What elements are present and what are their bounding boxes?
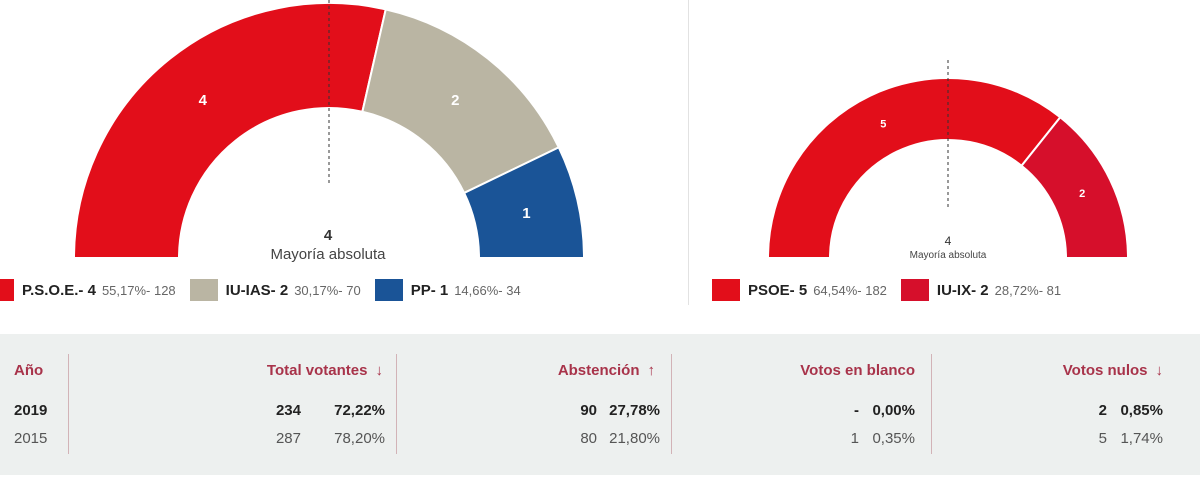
seat-label-1-1: 4 — [199, 92, 208, 109]
header-voters-label: Total votantes — [266, 362, 368, 379]
cell-blank-n: 1 — [850, 430, 859, 447]
legend-item: IU-IAS- 2 30,17%- 70 — [189, 279, 361, 301]
cell-voters-n: 234 — [275, 402, 301, 419]
sort-up-icon[interactable]: ↑ — [647, 362, 656, 379]
legend-chart-2: PSOE- 5 64,54%- 182 IU-IX- 2 28,72%- 81 — [712, 279, 1075, 301]
majority-label-2: Mayoría absoluta — [909, 250, 987, 261]
legend-item: PSOE- 5 64,54%- 182 — [712, 279, 887, 301]
cell-null-p: 1,74% — [1120, 430, 1163, 447]
legend-swatch — [189, 279, 218, 301]
majority-value-1: 4 — [323, 227, 333, 244]
majority-value-2: 4 — [944, 234, 952, 248]
legend-name: PSOE- 5 — [748, 281, 808, 299]
cell-year-2015: 2015 — [14, 430, 48, 447]
cell-abst-p: 21,80% — [609, 430, 660, 447]
results-table: Año 2019 2015 Total votantes ↓ 234 72,22%… — [0, 334, 1200, 475]
legend-chart-1: P.S.O.E.- 4 55,17%- 128 IU-IAS- 2 30,17%… — [0, 279, 535, 301]
cell-blank-n: - — [854, 402, 859, 419]
header-voters[interactable]: Total votantes ↓ — [267, 362, 383, 379]
sort-down-icon[interactable]: ↓ — [375, 362, 384, 379]
header-null-label: Votos nulos — [1062, 362, 1148, 379]
seat-charts: 4 2 1 5 2 — [72, 0, 1130, 259]
cell-voters-p: 78,20% — [334, 430, 385, 447]
legend-name: PP- 1 — [410, 281, 449, 299]
legend-name: P.S.O.E.- 4 — [22, 281, 96, 299]
seat-arc-1-1[interactable] — [72, 2, 387, 259]
col-voters: Total votantes ↓ 234 72,22% 287 78,20% — [68, 354, 397, 454]
legend-swatch — [712, 279, 740, 301]
legend-stat: 14,66%- 34 — [454, 282, 521, 298]
header-abstention-label: Abstención — [557, 362, 640, 379]
seat-label-2-1: 5 — [880, 119, 886, 131]
legend-name: IU-IAS- 2 — [225, 281, 289, 299]
col-blank: Votos en blanco - 0,00% 1 0,35% — [671, 354, 932, 454]
seat-arc-2-2[interactable] — [1020, 115, 1130, 259]
seat-label-1-3: 1 — [522, 205, 530, 222]
seat-label-1-2: 2 — [451, 92, 459, 109]
legend-swatch — [900, 279, 929, 301]
cell-null-n: 5 — [1098, 430, 1107, 447]
col-year: Año 2019 2015 — [14, 354, 68, 454]
legend-item: IU-IX- 2 28,72%- 81 — [900, 279, 1062, 301]
sort-down-icon[interactable]: ↓ — [1155, 362, 1164, 379]
legend-swatch — [0, 279, 14, 301]
cell-blank-p: 0,00% — [872, 402, 915, 419]
charts-divider — [688, 0, 689, 305]
legend-stat: 30,17%- 70 — [294, 282, 361, 298]
cell-blank-p: 0,35% — [872, 430, 915, 447]
legend-stat: 55,17%- 128 — [101, 282, 176, 298]
seat-arc-2-1[interactable] — [766, 77, 1062, 259]
cell-voters-n: 287 — [275, 430, 301, 447]
cell-null-p: 0,85% — [1120, 402, 1163, 419]
cell-abst-n: 90 — [580, 402, 597, 419]
majority-label-1: Mayoría absoluta — [270, 246, 386, 263]
cell-year-2019: 2019 — [14, 402, 48, 419]
cell-abst-p: 27,78% — [609, 402, 660, 419]
legend-item: PP- 1 14,66%- 34 — [374, 279, 521, 301]
legend-item: P.S.O.E.- 4 55,17%- 128 — [0, 279, 176, 301]
col-abstention: Abstención ↑ 90 27,78% 80 21,80% — [396, 354, 672, 454]
seat-label-2-2: 2 — [1079, 188, 1085, 200]
header-null[interactable]: Votos nulos ↓ — [1063, 362, 1163, 379]
cell-abst-n: 80 — [580, 430, 597, 447]
charts-area: 4 2 1 5 2 4 Mayoría absoluta 4 Mayoría absol… — [0, 0, 1130, 305]
header-blank[interactable]: Votos en blanco — [800, 362, 915, 379]
legend-name: IU-IX- 2 — [936, 281, 989, 299]
legend-swatch — [374, 279, 403, 301]
legend-stat: 28,72%- 81 — [994, 282, 1062, 298]
cell-null-n: 2 — [1098, 402, 1107, 419]
cell-voters-p: 72,22% — [334, 402, 385, 419]
header-year[interactable]: Año — [14, 362, 44, 379]
col-null: Votos nulos ↓ 2 0,85% 5 1,74% — [931, 354, 1180, 454]
seat-arc-1-3[interactable] — [462, 146, 586, 259]
header-abstention[interactable]: Abstención ↑ — [558, 362, 655, 379]
legend-stat: 64,54%- 182 — [813, 282, 887, 298]
